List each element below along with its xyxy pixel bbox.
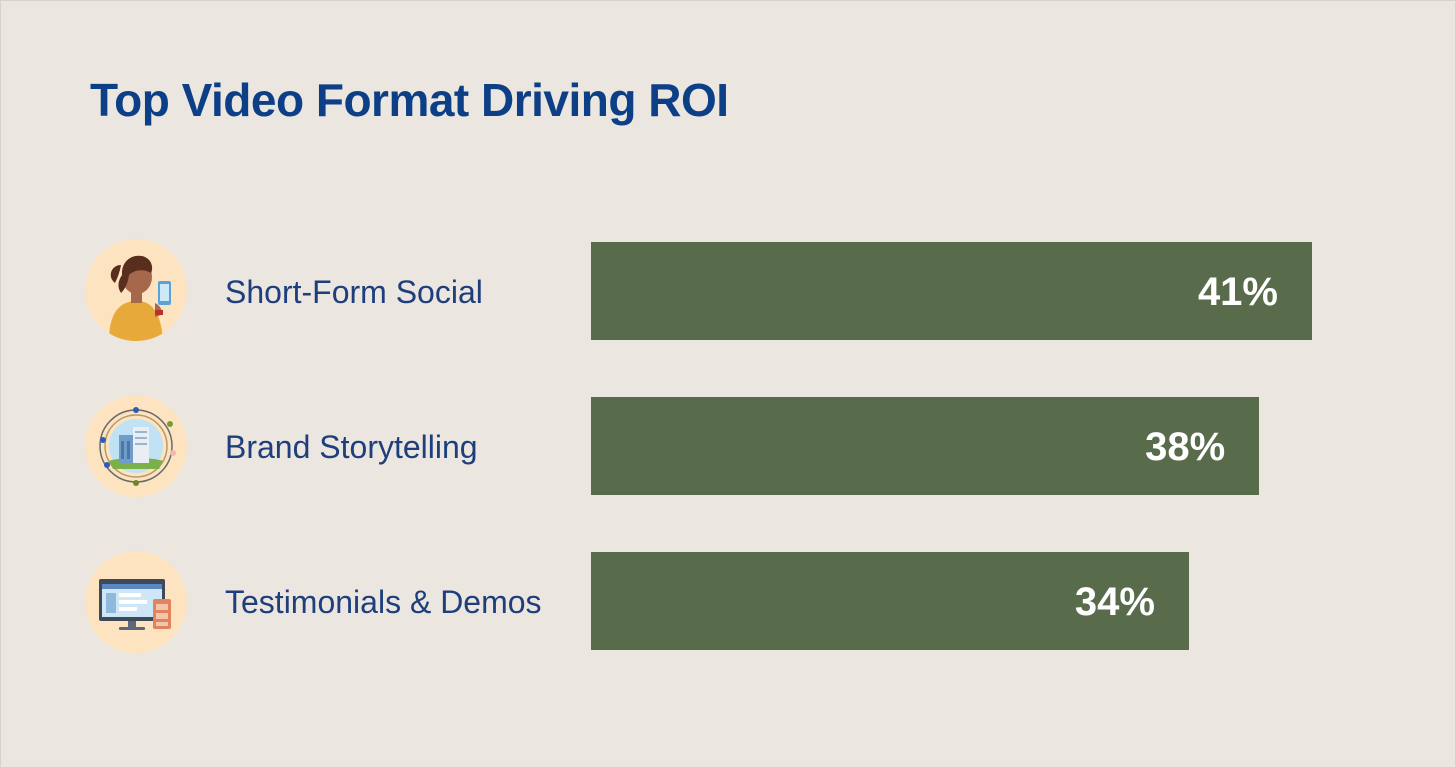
- bar-value-label: 41%: [1197, 270, 1278, 314]
- bar-row-testimonials-demos: Testimonials & Demos 34%: [1, 551, 1455, 653]
- bar: 38%: [591, 397, 1260, 495]
- bar-row-short-form-social: Short-Form Social 41%: [1, 239, 1455, 342]
- bar-value-label: 38%: [1145, 425, 1226, 469]
- bar: 34%: [591, 552, 1189, 650]
- building-globe-icon: [85, 395, 187, 497]
- chart-title: Top Video Format Driving ROI: [90, 74, 729, 126]
- bar-row-brand-storytelling: Brand Storytelling 38%: [1, 395, 1455, 497]
- category-label: Short-Form Social: [225, 274, 483, 310]
- bar: 41%: [591, 242, 1312, 340]
- person-with-phone-icon: [85, 239, 187, 341]
- bar-value-label: 34%: [1074, 580, 1155, 624]
- computer-monitor-icon: [85, 551, 187, 653]
- category-label: Testimonials & Demos: [225, 584, 542, 620]
- category-label: Brand Storytelling: [225, 429, 478, 465]
